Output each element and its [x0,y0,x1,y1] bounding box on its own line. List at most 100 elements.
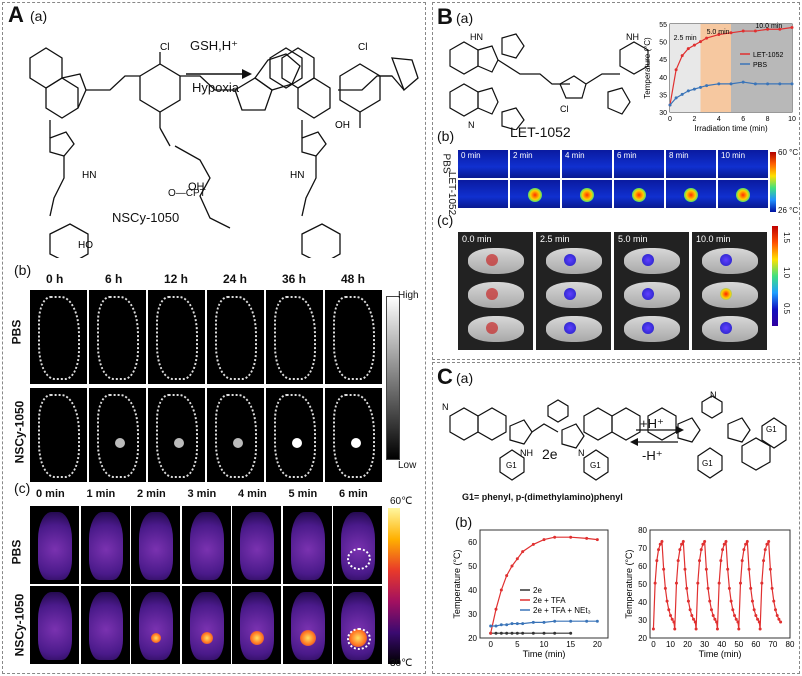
a-c-time-label: 6 min [339,488,368,500]
b-b-hotspot [736,188,750,202]
g1-definition: G1= phenyl, p-(dimethylamino)phenyl [462,492,623,502]
b-c-mouse-body [468,282,524,308]
b-b-scale-high: 60 °C [778,148,799,157]
panel-c-letter: C [437,364,453,389]
b-c-mouse-body [624,282,680,308]
data-point [721,548,725,552]
data-point [542,631,546,635]
chart-annotation: 10.0 min [755,23,782,30]
protonation-reverse-label: -H⁺ [642,448,663,463]
data-point [667,608,671,612]
b-c-mouse-body [546,282,602,308]
time-band [731,24,792,112]
data-point [553,535,557,539]
svg-text:Cl: Cl [160,42,169,53]
b-c-signal-spot [564,322,576,334]
data-point [693,620,697,624]
data-point [542,538,546,542]
data-point [757,620,761,624]
data-point [765,542,769,546]
data-point [766,82,770,86]
data-point [711,614,715,617]
data-point [741,80,745,84]
x-tick-label: 10 [540,640,549,649]
a-b-image-tile [89,290,146,384]
data-point [690,614,694,617]
2e-structure-diagram: G1 G1 G1 G1 NH N N N [442,390,787,481]
data-point [515,622,519,626]
a-b-image-tile [207,388,264,482]
a-b-fluorescence-spot [351,438,361,448]
svg-text:HN: HN [290,170,304,181]
data-point [736,620,740,624]
a-b-time-label: 0 h [46,272,64,286]
b-b-thermal-tile [614,180,664,208]
data-point [778,27,782,31]
panel-c [432,362,800,674]
b-c-mouse-body [546,316,602,342]
a-c-roi-circle [347,548,371,570]
data-point [665,599,669,603]
data-point [668,103,672,107]
data-point [505,623,509,627]
legend-label: LET-1052 [753,52,783,59]
svg-text:G1: G1 [590,461,601,470]
a-c-mouse-silhouette [290,592,325,660]
a-b-time-label: 6 h [105,272,123,286]
a-b-tumor-outline [215,394,257,478]
data-point [754,614,758,617]
a-b-tumor-outline [333,394,375,478]
data-point [708,599,712,603]
b-c-mouse-body [702,316,758,342]
data-point [704,567,708,571]
legend-label: PBS [753,62,767,69]
a-c-thermal-scalebar [388,508,400,664]
data-point [705,36,709,40]
a-b-time-label: 48 h [341,272,366,286]
a-c-mouse-silhouette [290,512,325,580]
b-c-time-label: 10.0 min [696,234,731,244]
data-point [738,581,742,585]
b-b-thermal-tile: 4 min [562,150,612,178]
b-c-time-label: 5.0 min [618,234,648,244]
svg-text:NH: NH [626,32,639,42]
data-point [515,631,519,635]
x-tick-label: 20 [593,640,602,649]
data-point [726,567,730,571]
b-c-signal-spot [564,288,576,300]
b-b-thermal-tile [666,180,716,208]
data-point [722,542,726,546]
a-c-thermal-tile [232,586,281,664]
let-structure-diagram: Cl HN N NH [449,32,649,130]
a-c-thermal-tile [282,506,332,584]
b-c-mouse-body [468,316,524,342]
data-point [717,82,721,86]
a-c-thermal-tile [131,586,180,664]
chart-annotation: 5.0 min [707,29,730,36]
data-point [499,588,503,592]
a-b-scale-high: High [398,290,419,301]
b-c-signal-spot [486,322,498,334]
a-c-row-label-pbs: PBS [9,539,24,565]
a-b-scale-low: Low [398,460,417,471]
b-c-mouse-body [624,248,680,274]
a-c-mouse-silhouette [139,592,173,660]
y-tick-label: 40 [468,586,477,595]
data-point [651,627,655,631]
a-b-image-tile [89,388,146,482]
data-point [686,599,690,603]
b-c-tick-0-5: 0.5 [782,302,792,315]
y-tick-label: 40 [638,598,647,607]
data-point [773,608,777,612]
data-point [660,540,664,544]
a-b-tumor-outline [274,394,316,478]
a-c-hotspot [151,633,161,643]
a-c-thermal-tile [232,506,281,584]
let-compound-label: LET-1052 [510,124,571,140]
data-point [676,559,680,563]
data-point [489,624,493,628]
a-c-scale-low: 30℃ [390,658,413,669]
a-b-tumor-outline [38,394,80,478]
svg-text:G1: G1 [506,461,517,470]
data-point [489,631,493,635]
